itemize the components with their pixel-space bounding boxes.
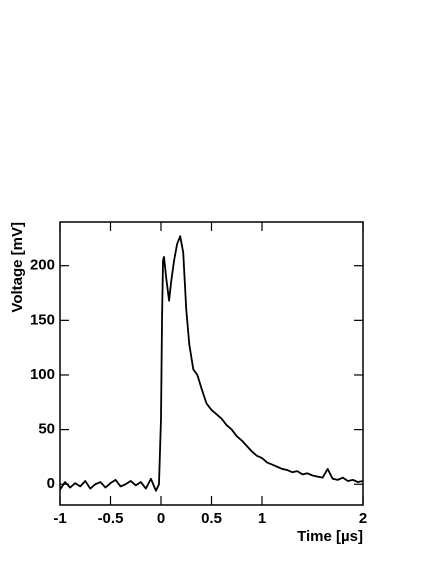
x-tick-label: 0 [157, 510, 165, 527]
waveform [59, 235, 364, 492]
x-tick-label: 1 [258, 510, 266, 527]
y-tick-label: 50 [38, 421, 55, 438]
x-tick-label: 2 [359, 510, 367, 527]
y-axis-label: Voltage [mV] [9, 222, 26, 313]
x-axis-label: Time [µs] [297, 528, 363, 545]
x-tick-label: 0.5 [201, 510, 222, 527]
y-tick-label: 100 [30, 366, 55, 383]
x-tick-label: -0.5 [98, 510, 124, 527]
x-tick-label: -1 [53, 510, 66, 527]
y-tick-label: 150 [30, 311, 55, 328]
plot-frame [59, 221, 364, 506]
y-tick-label: 200 [30, 257, 55, 274]
y-tick-label: 0 [47, 475, 55, 492]
